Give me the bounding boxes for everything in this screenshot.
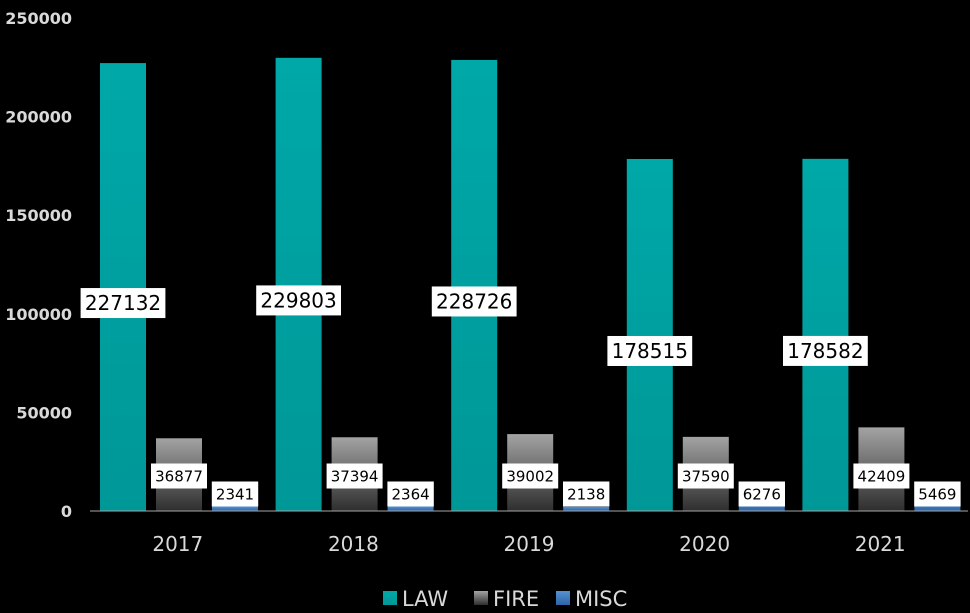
data-label-law-2019: 228726 xyxy=(431,286,517,317)
data-label-box xyxy=(80,288,166,319)
legend-item-law: LAW xyxy=(383,587,448,611)
data-label-value: 229803 xyxy=(260,289,336,313)
data-label-box xyxy=(607,335,693,366)
y-tick-label: 0 xyxy=(61,502,72,521)
legend-item-fire: FIRE xyxy=(474,587,539,611)
data-label-misc-2020: 6276 xyxy=(738,481,785,507)
legend: LAW FIRE MISC xyxy=(383,587,627,611)
data-label-box xyxy=(677,463,734,489)
data-label-value: 36877 xyxy=(155,467,203,485)
data-label-value: 2341 xyxy=(216,485,254,503)
data-label-box xyxy=(326,463,383,489)
data-label-law-2020: 178515 xyxy=(607,335,693,366)
data-label-box xyxy=(211,481,259,507)
legend-label: FIRE xyxy=(493,587,539,611)
data-label-fire-2021: 42409 xyxy=(853,463,910,489)
data-label-box xyxy=(387,481,434,507)
data-label-value: 39002 xyxy=(506,467,554,485)
bar-misc-2019 xyxy=(563,506,610,511)
data-label-value: 2138 xyxy=(567,485,605,503)
bar-misc-2017 xyxy=(212,506,258,511)
x-tick-label: 2017 xyxy=(152,532,203,556)
data-label-misc-2018: 2364 xyxy=(387,481,434,507)
data-label-value: 6276 xyxy=(743,485,781,503)
data-label-value: 42409 xyxy=(858,467,906,485)
bars xyxy=(100,57,961,511)
data-label-misc-2019: 2138 xyxy=(563,481,610,507)
data-label-box xyxy=(563,481,610,507)
data-label-value: 227132 xyxy=(85,291,161,315)
legend-swatch xyxy=(474,591,488,605)
data-label-fire-2020: 37590 xyxy=(677,463,734,489)
data-label-value: 178582 xyxy=(787,339,863,363)
data-label-law-2017: 227132 xyxy=(80,288,166,319)
data-label-misc-2021: 5469 xyxy=(914,481,961,507)
legend-swatch xyxy=(556,591,570,605)
data-label-box xyxy=(914,481,961,507)
data-label-fire-2018: 37394 xyxy=(326,463,383,489)
data-label-law-2018: 229803 xyxy=(256,285,341,316)
data-label-value: 228726 xyxy=(436,290,512,314)
data-label-value: 5469 xyxy=(918,485,956,503)
data-label-box xyxy=(256,285,341,316)
y-tick-label: 250000 xyxy=(5,9,72,28)
x-tick-label: 2019 xyxy=(504,532,555,556)
data-label-law-2021: 178582 xyxy=(783,335,868,366)
x-tick-label: 2020 xyxy=(679,532,730,556)
data-label-fire-2017: 36877 xyxy=(151,463,207,489)
legend-label: LAW xyxy=(402,587,448,611)
bar-law-2020 xyxy=(626,158,673,511)
legend-label: MISC xyxy=(575,587,627,611)
bar-law-2019 xyxy=(451,59,498,511)
y-axis: 0 50000 100000 150000 200000 250000 xyxy=(5,9,72,521)
data-label-value: 2364 xyxy=(392,485,430,503)
data-label-value: 178515 xyxy=(612,339,688,363)
data-label-box xyxy=(431,286,517,317)
data-label-box xyxy=(151,463,207,489)
y-tick-label: 100000 xyxy=(5,305,72,324)
x-axis: 2017 2018 2019 2020 2021 xyxy=(152,532,905,556)
data-label-box xyxy=(853,463,910,489)
bar-law-2021 xyxy=(802,158,849,511)
y-tick-label: 50000 xyxy=(16,403,72,422)
data-label-box xyxy=(783,335,868,366)
data-labels: 227132 36877 2341 229803 37394 2364 228726 3900… xyxy=(80,285,961,507)
data-label-box xyxy=(502,463,559,489)
data-label-value: 37590 xyxy=(682,467,730,485)
data-label-misc-2017: 2341 xyxy=(211,481,259,507)
data-label-box xyxy=(738,481,785,507)
legend-swatch xyxy=(383,591,397,605)
legend-item-misc: MISC xyxy=(556,587,627,611)
x-tick-label: 2021 xyxy=(855,532,906,556)
bar-law-2017 xyxy=(100,63,146,511)
data-label-value: 37394 xyxy=(331,467,379,485)
bar-law-2018 xyxy=(275,57,322,511)
y-tick-label: 150000 xyxy=(5,206,72,225)
x-tick-label: 2018 xyxy=(328,532,379,556)
data-label-fire-2019: 39002 xyxy=(502,463,559,489)
bar-misc-2018 xyxy=(387,506,434,511)
y-tick-label: 200000 xyxy=(5,108,72,127)
